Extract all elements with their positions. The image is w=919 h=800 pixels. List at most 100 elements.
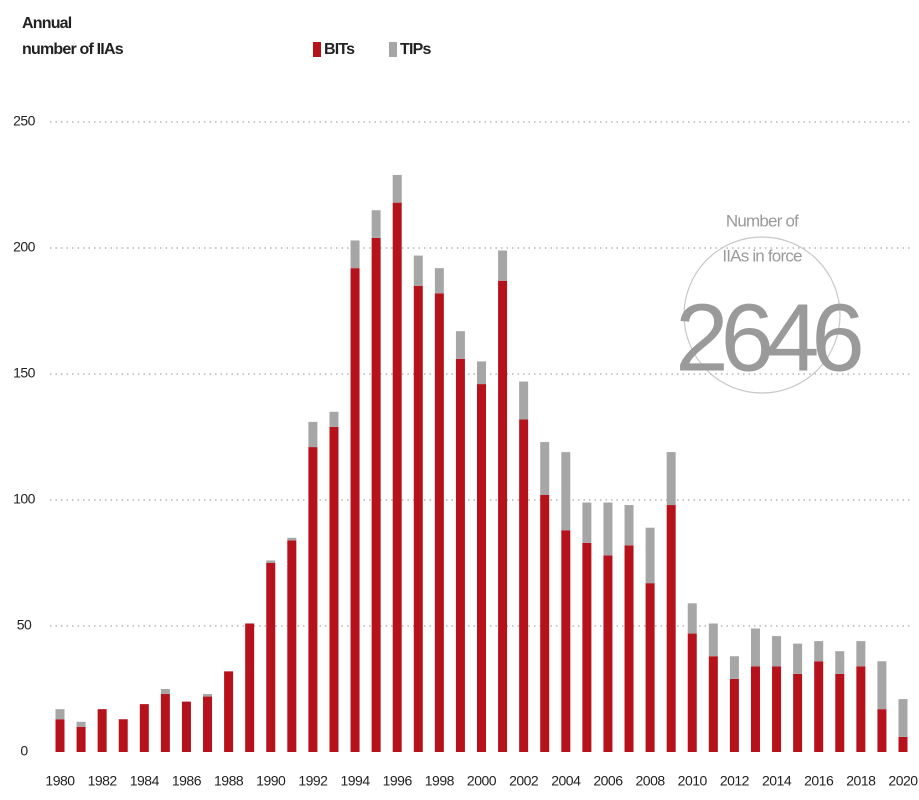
x-tick-label: 2000 bbox=[467, 773, 497, 789]
y-axis-label: Annual bbox=[22, 15, 72, 32]
bar-segment bbox=[224, 671, 234, 752]
bar-segment bbox=[455, 358, 465, 752]
bar-segment bbox=[371, 237, 381, 753]
x-tick-label: 2008 bbox=[636, 773, 666, 789]
bar-segment bbox=[371, 210, 381, 238]
bar-segment bbox=[181, 701, 191, 752]
y-tick-label: 250 bbox=[13, 113, 36, 129]
y-axis-label: number of IIAs bbox=[22, 41, 124, 58]
legend-swatch bbox=[313, 42, 321, 57]
bar-segment bbox=[477, 384, 486, 752]
annotation-circle bbox=[683, 236, 841, 394]
bar-segment bbox=[729, 678, 739, 752]
bar-segment bbox=[624, 545, 634, 752]
x-tick-label: 2010 bbox=[678, 773, 708, 789]
bar-segment bbox=[519, 419, 529, 752]
bar-segment bbox=[160, 694, 170, 752]
bar-segment bbox=[814, 641, 824, 662]
bar-segment bbox=[392, 202, 402, 752]
bar-segment bbox=[203, 696, 213, 752]
bar-segment bbox=[308, 447, 318, 752]
bar-segment bbox=[898, 736, 908, 752]
bar-segment bbox=[139, 704, 149, 752]
x-tick-label: 1994 bbox=[340, 773, 370, 789]
bar-segment bbox=[76, 721, 86, 727]
bar-segment bbox=[835, 651, 845, 674]
x-tick-label: 2012 bbox=[720, 773, 750, 789]
bar-segment bbox=[793, 673, 803, 752]
legend-label: BITs bbox=[324, 41, 355, 58]
bar-segment bbox=[55, 709, 65, 720]
x-tick-label: 2020 bbox=[888, 773, 918, 789]
bar-segment bbox=[793, 643, 803, 674]
bar-segment bbox=[750, 666, 760, 752]
y-tick-label: 50 bbox=[17, 617, 32, 633]
bar-segment bbox=[434, 293, 444, 752]
bar-segment bbox=[582, 502, 592, 543]
bar-segment bbox=[329, 426, 339, 752]
bar-segment bbox=[540, 442, 550, 495]
x-tick-label: 1982 bbox=[88, 773, 118, 789]
bar-segment bbox=[814, 661, 824, 752]
bar-segment bbox=[203, 694, 213, 697]
annotation-text: Number of bbox=[726, 211, 799, 230]
bar-segment bbox=[477, 361, 486, 385]
bar-segment bbox=[245, 623, 255, 752]
bar-segment bbox=[645, 583, 655, 752]
legend-label: TIPs bbox=[400, 41, 431, 58]
bar-segment bbox=[750, 628, 760, 667]
bar-segment bbox=[540, 494, 550, 752]
bar-segment bbox=[413, 255, 423, 286]
x-tick-label: 2016 bbox=[804, 773, 834, 789]
annotation-value: 2646 bbox=[675, 284, 861, 391]
y-tick-label: 0 bbox=[20, 743, 28, 759]
bar-segment bbox=[76, 726, 86, 752]
x-tick-label: 2014 bbox=[762, 773, 792, 789]
bar-segment bbox=[455, 331, 465, 359]
bar-segment bbox=[561, 452, 571, 531]
bar-segment bbox=[856, 666, 866, 752]
bar-segment bbox=[898, 699, 908, 737]
bar-segment bbox=[392, 174, 402, 203]
bar-segment bbox=[266, 560, 276, 563]
x-tick-label: 1984 bbox=[130, 773, 160, 789]
x-tick-label: 1996 bbox=[383, 773, 413, 789]
bar-segment bbox=[603, 502, 613, 556]
bar-segment bbox=[856, 641, 866, 667]
bar-segment bbox=[645, 527, 655, 584]
x-tick-label: 1980 bbox=[45, 773, 75, 789]
bar-segment bbox=[160, 689, 170, 695]
bar-segment bbox=[708, 623, 718, 657]
bar-segment bbox=[877, 709, 887, 752]
bar-segment bbox=[287, 537, 297, 541]
bar-segment bbox=[519, 381, 529, 420]
bar-segment bbox=[835, 673, 845, 752]
bar-segment bbox=[582, 542, 592, 752]
bar-segment bbox=[308, 421, 318, 448]
bar-segment bbox=[729, 656, 739, 679]
bar-segment bbox=[350, 240, 360, 269]
bar-segment bbox=[772, 636, 782, 667]
bar-segment bbox=[687, 633, 697, 752]
bar-segment bbox=[329, 411, 339, 427]
legend-swatch bbox=[389, 42, 397, 57]
bar-segment bbox=[434, 268, 444, 294]
bar-segment bbox=[877, 661, 887, 710]
annotation-text: IIAs in force bbox=[722, 246, 802, 265]
x-tick-label: 2018 bbox=[846, 773, 876, 789]
bar-segment bbox=[687, 603, 697, 634]
bar-segment bbox=[498, 280, 508, 752]
y-tick-label: 100 bbox=[13, 491, 36, 507]
x-tick-label: 1986 bbox=[172, 773, 202, 789]
bar-segment bbox=[55, 719, 65, 752]
x-tick-label: 1992 bbox=[298, 773, 328, 789]
x-tick-label: 1988 bbox=[214, 773, 244, 789]
x-tick-label: 2004 bbox=[551, 773, 581, 789]
bar-segment bbox=[772, 666, 782, 752]
bar-segment bbox=[266, 563, 276, 752]
bar-segment bbox=[350, 268, 360, 752]
bar-segment bbox=[498, 250, 508, 281]
x-tick-label: 2006 bbox=[593, 773, 623, 789]
y-tick-label: 150 bbox=[13, 365, 36, 381]
